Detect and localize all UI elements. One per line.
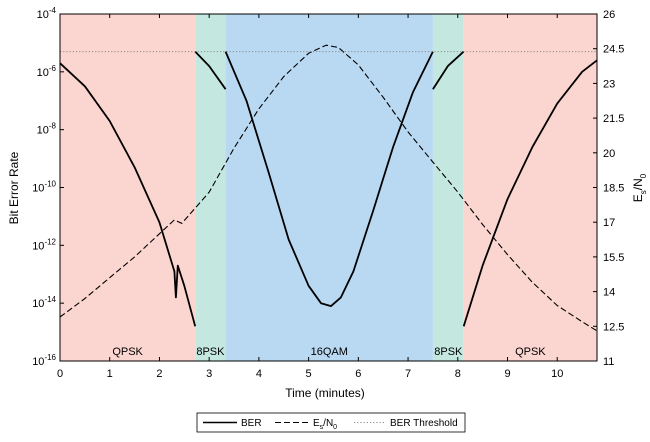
legend: BER Es/N0 BER Threshold	[196, 412, 466, 433]
y-left-tick-label-2: 10-12	[32, 237, 56, 252]
x-tick-label-5: 5	[306, 368, 312, 380]
legend-esn0-slash: /N	[323, 418, 333, 429]
y-left-tick-label-5: 10-6	[37, 64, 57, 79]
series-0-segment-0	[59, 62, 197, 327]
x-tick-label-7: 7	[405, 368, 411, 380]
x-axis: 0 1 2 3 4 5 6 7 8 9 10	[57, 14, 563, 380]
y-right-axis: 11 12.5 14 15.5 17 18.5 20 21.5 23 24.5 26	[593, 9, 624, 368]
y-right-tick-label-2: 14	[603, 287, 615, 299]
x-tick-label-8: 8	[455, 368, 461, 380]
y-left-tick-label-4: 10-8	[37, 122, 57, 137]
y-left-axis: 10-16 10-14 10-12 10-10 10-8 10-6 10-4	[32, 6, 64, 368]
y-right-tick-label-8: 23	[603, 78, 615, 90]
modulation-regions	[60, 14, 597, 361]
region-label-3: 8PSK	[434, 346, 463, 358]
y-right-tick-label-4: 17	[603, 217, 615, 229]
series-0-segment-2	[224, 51, 434, 308]
region-1	[195, 14, 226, 361]
x-tick-label-9: 9	[504, 368, 510, 380]
x-axis-title: Time (minutes)	[285, 386, 365, 400]
legend-ber-label: BER	[241, 418, 262, 429]
region-0	[60, 14, 196, 361]
series-1-segment-0	[59, 44, 598, 332]
y-right-axis-title: Es/N0	[631, 173, 648, 202]
y-right-tick-label-10: 26	[603, 9, 615, 21]
y-left-tick-label-0: 10-16	[32, 353, 56, 368]
y-right-tick-label-1: 12.5	[603, 321, 624, 333]
region-4	[463, 14, 597, 361]
x-tick-label-10: 10	[551, 368, 563, 380]
legend-esn0-sub1: s	[320, 424, 324, 431]
series-0-segment-4	[462, 59, 598, 327]
x-tick-label-1: 1	[107, 368, 113, 380]
region-label-2: 16QAM	[311, 346, 348, 358]
y-right-title-sub1: s	[639, 190, 648, 194]
y-right-tick-label-3: 15.5	[603, 252, 624, 264]
y-right-title-main: E	[631, 194, 645, 202]
y-right-tick-label-6: 20	[603, 148, 615, 160]
x-tick-label-0: 0	[57, 368, 63, 380]
region-2	[225, 14, 433, 361]
series-layer	[59, 44, 598, 332]
y-right-title-slash: /N	[631, 178, 645, 190]
y-right-tick-label-7: 21.5	[603, 113, 624, 125]
y-right-title-sub2: 0	[639, 173, 648, 178]
x-tick-label-2: 2	[156, 368, 162, 380]
x-tick-label-6: 6	[355, 368, 361, 380]
y-right-tick-label-0: 11	[603, 356, 614, 368]
legend-esn0-label: Es/N0	[313, 418, 337, 431]
legend-esn0-sub2: 0	[333, 424, 337, 431]
y-left-axis-title: Bit Error Rate	[7, 151, 21, 224]
region-3	[432, 14, 464, 361]
x-tick-label-3: 3	[206, 368, 212, 380]
x-tick-label-4: 4	[256, 368, 262, 380]
y-left-tick-label-3: 10-10	[32, 180, 56, 195]
y-right-tick-label-5: 18.5	[603, 183, 624, 195]
legend-threshold-label: BER Threshold	[390, 418, 458, 429]
y-left-tick-label-1: 10-14	[32, 295, 56, 310]
region-label-1: 8PSK	[196, 346, 225, 358]
region-label-0: QPSK	[112, 346, 143, 358]
modulation-labels: QPSK 8PSK 16QAM 8PSK QPSK	[112, 346, 546, 358]
region-label-4: QPSK	[515, 346, 546, 358]
legend-esn0-main: E	[313, 418, 320, 429]
series-0-segment-1	[194, 50, 227, 90]
legend-box	[196, 412, 466, 433]
series-0-segment-3	[432, 50, 465, 90]
y-right-tick-label-9: 24.5	[603, 44, 624, 56]
y-left-tick-label-6: 10-4	[37, 6, 57, 21]
